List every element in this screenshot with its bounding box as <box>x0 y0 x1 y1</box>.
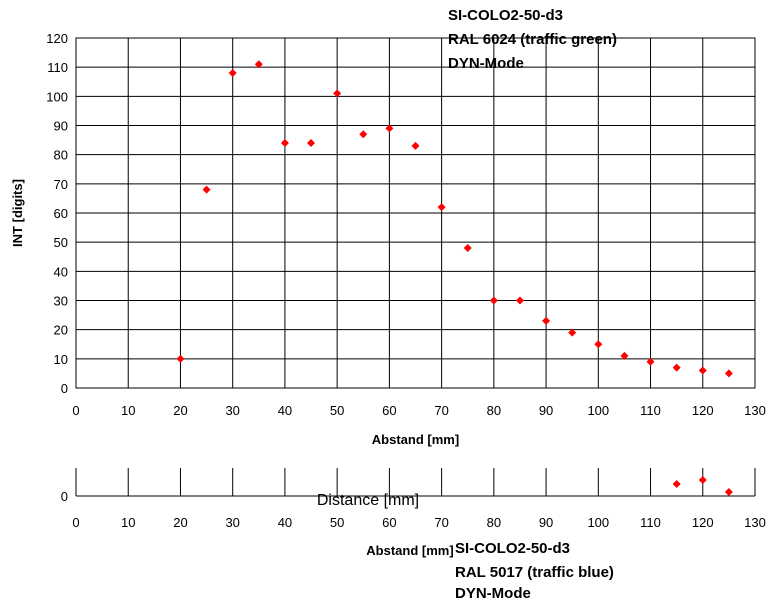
bottom-chart-overlay-label: Distance [mm] <box>317 492 419 509</box>
top-x-tick-label: 40 <box>278 403 292 418</box>
bottom-data-point <box>672 480 681 488</box>
top-annotation-line-1: SI-COLO2-50-d3 <box>448 7 563 24</box>
bottom-annotation-line-1: SI-COLO2-50-d3 <box>455 540 570 557</box>
bottom-x-tick-label: 0 <box>72 515 79 530</box>
top-chart-y-tick-labels: 0 10 20 30 40 50 60 70 80 90 100 110 120 <box>46 31 68 396</box>
bottom-chart-annotation: SI-COLO2-50-d3 RAL 5017 (traffic blue) D… <box>455 540 614 601</box>
top-data-point <box>620 351 629 360</box>
top-data-point <box>437 203 446 212</box>
bottom-x-tick-label: 50 <box>330 515 344 530</box>
top-data-point <box>176 354 185 363</box>
top-data-point <box>463 244 472 252</box>
top-x-tick-label: 80 <box>487 403 501 418</box>
top-chart-annotation: SI-COLO2-50-d3 RAL 6024 (traffic green) … <box>448 7 617 72</box>
top-x-tick-label: 30 <box>225 403 239 418</box>
top-data-point <box>672 363 681 372</box>
top-y-tick-label: 70 <box>54 177 68 192</box>
bottom-chart-x-tick-labels: 0 10 20 30 40 50 60 70 80 90 100 110 120 130 <box>72 515 765 530</box>
bottom-x-tick-label: 90 <box>539 515 553 530</box>
bottom-y-tick-label: 0 <box>61 489 68 504</box>
top-data-point <box>594 340 603 349</box>
top-chart-y-axis-label: INT [digits] <box>10 179 25 247</box>
top-data-point <box>228 69 237 77</box>
top-y-tick-label: 30 <box>54 294 68 309</box>
top-x-tick-label: 60 <box>382 403 396 418</box>
bottom-x-tick-label: 100 <box>587 515 609 530</box>
top-y-tick-label: 90 <box>54 119 68 134</box>
top-y-tick-label: 0 <box>61 381 68 396</box>
bottom-chart: 0 0 10 20 30 40 50 60 70 80 90 100 110 120 130 Distan… <box>61 468 766 601</box>
top-chart: 0 10 20 30 40 50 60 70 80 90 100 110 120 0 10 20 30 40 50… <box>10 7 766 447</box>
top-x-tick-label: 70 <box>434 403 448 418</box>
top-y-tick-label: 40 <box>54 264 68 279</box>
bottom-x-tick-label: 70 <box>434 515 448 530</box>
top-data-point <box>646 357 655 366</box>
top-data-point <box>542 316 551 325</box>
bottom-data-point <box>724 488 733 496</box>
top-x-tick-label: 20 <box>173 403 187 418</box>
top-x-tick-label: 110 <box>640 403 661 418</box>
top-data-point <box>724 369 733 378</box>
bottom-x-tick-label: 10 <box>121 515 135 530</box>
top-annotation-line-2: RAL 6024 (traffic green) <box>448 31 617 48</box>
top-y-tick-label: 80 <box>54 148 68 163</box>
bottom-chart-frame <box>75 468 755 497</box>
bottom-x-tick-label: 120 <box>692 515 714 530</box>
bottom-chart-y-tick-labels: 0 <box>61 489 68 504</box>
top-y-tick-label: 10 <box>54 352 68 367</box>
bottom-x-tick-label: 40 <box>278 515 292 530</box>
top-chart-x-axis-label: Abstand [mm] <box>372 432 459 447</box>
bottom-x-tick-label: 130 <box>744 515 766 530</box>
top-x-tick-label: 120 <box>692 403 714 418</box>
top-data-point <box>333 89 342 98</box>
top-data-point <box>307 139 316 147</box>
top-x-tick-label: 0 <box>72 403 79 418</box>
top-x-tick-label: 100 <box>587 403 609 418</box>
top-chart-x-tick-labels: 0 10 20 30 40 50 60 70 80 90 100 110 120 130 <box>72 403 765 418</box>
top-x-tick-label: 90 <box>539 403 553 418</box>
bottom-x-tick-label: 60 <box>382 515 396 530</box>
top-data-point <box>202 185 211 194</box>
bottom-x-tick-label: 30 <box>225 515 239 530</box>
top-data-point <box>411 141 420 150</box>
top-x-tick-label: 50 <box>330 403 344 418</box>
top-data-point <box>254 60 263 69</box>
top-chart-points <box>176 60 733 378</box>
top-chart-grid <box>75 37 756 389</box>
top-y-tick-label: 110 <box>47 60 68 75</box>
top-y-tick-label: 20 <box>54 323 68 338</box>
top-x-tick-label: 130 <box>744 403 766 418</box>
top-y-tick-label: 100 <box>46 89 68 104</box>
top-data-point <box>489 296 498 305</box>
bottom-annotation-line-2: RAL 5017 (traffic blue) <box>455 564 614 581</box>
top-data-point <box>359 130 368 139</box>
top-data-point <box>515 296 524 305</box>
bottom-chart-x-axis-label: Abstand [mm] <box>366 543 453 558</box>
bottom-chart-points <box>672 476 733 496</box>
top-chart-frame <box>75 37 756 389</box>
bottom-x-tick-label: 110 <box>640 515 661 530</box>
bottom-annotation-line-3: DYN-Mode <box>455 585 531 601</box>
bottom-x-tick-label: 80 <box>487 515 501 530</box>
top-plot-border <box>75 37 756 389</box>
top-y-tick-label: 50 <box>54 235 68 250</box>
bottom-x-tick-label: 20 <box>173 515 187 530</box>
top-annotation-line-3: DYN-Mode <box>448 55 524 72</box>
top-data-point <box>698 366 707 375</box>
top-data-point <box>568 328 577 337</box>
top-x-tick-label: 10 <box>121 403 135 418</box>
top-data-point <box>385 124 394 133</box>
top-y-tick-label: 120 <box>46 31 68 46</box>
bottom-data-point <box>698 476 707 484</box>
top-data-point <box>280 139 289 147</box>
top-y-tick-label: 60 <box>54 206 68 221</box>
